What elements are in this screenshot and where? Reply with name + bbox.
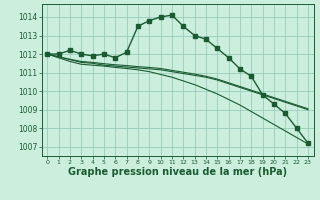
X-axis label: Graphe pression niveau de la mer (hPa): Graphe pression niveau de la mer (hPa) [68,167,287,177]
